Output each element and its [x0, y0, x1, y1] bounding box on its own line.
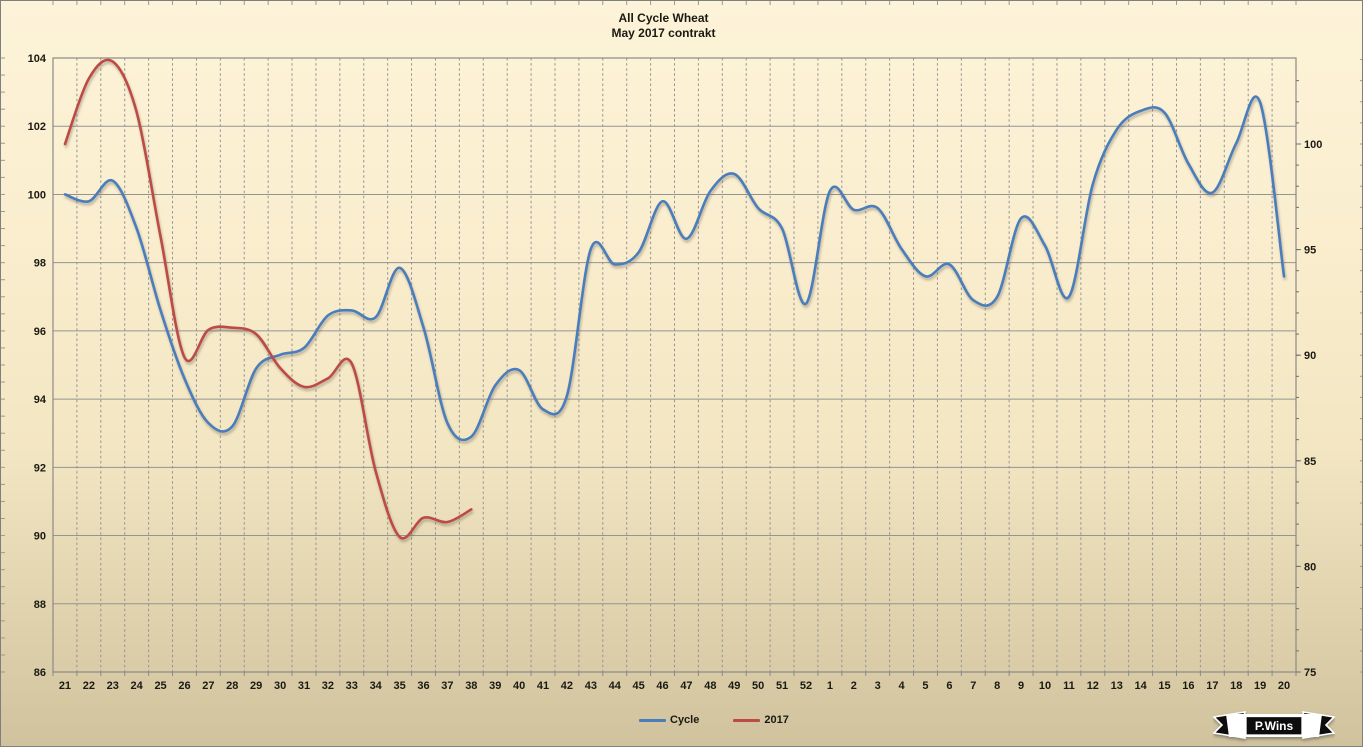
x-axis-label: 52	[800, 680, 812, 692]
x-axis-label: 34	[370, 680, 383, 692]
right-axis-label: 85	[1304, 456, 1316, 468]
x-axis-label: 13	[1111, 680, 1123, 692]
legend-label-2017: 2017	[764, 714, 789, 726]
line-2017-swatch	[733, 718, 761, 722]
left-axis-label: 96	[34, 326, 46, 338]
pwins-text: P.Wins	[1255, 719, 1294, 733]
x-axis-label: 11	[1063, 680, 1075, 692]
chart-title-line2: May 2017 contrakt	[611, 26, 716, 40]
left-axis-label: 98	[34, 258, 46, 270]
x-axis-label: 45	[633, 680, 645, 692]
x-axis-label: 38	[465, 680, 477, 692]
ribbon-plate	[1245, 715, 1303, 736]
left-axis-label: 86	[34, 667, 46, 679]
x-axis-label: 18	[1230, 680, 1242, 692]
x-axis-label: 26	[178, 680, 190, 692]
left-axis-label: 88	[34, 599, 46, 611]
x-axis-label: 23	[107, 680, 119, 692]
x-axis-label: 32	[322, 680, 334, 692]
left-axis-label: 92	[34, 462, 46, 474]
x-axis-label: 6	[946, 680, 952, 692]
x-axis-label: 31	[298, 680, 310, 692]
series-lines	[63, 58, 1286, 540]
right-axis-label: 80	[1304, 561, 1316, 573]
cycle-line-swatch	[639, 718, 666, 722]
x-axis-label: 12	[1087, 680, 1099, 692]
chart-title-line1: All Cycle Wheat	[618, 11, 709, 25]
x-axis-label: 25	[154, 680, 166, 692]
x-axis-label: 48	[704, 680, 716, 692]
x-axis-label: 44	[609, 680, 622, 692]
legend-item-cycle: Cycle	[639, 714, 699, 726]
x-axis-label: 17	[1206, 680, 1218, 692]
left-axis-label: 94	[34, 394, 47, 406]
x-axis-label: 33	[346, 680, 358, 692]
chart-title: All Cycle Wheat May 2017 contrakt	[1, 11, 1326, 41]
x-axis-label: 8	[994, 680, 1000, 692]
x-axis-label: 51	[776, 680, 788, 692]
x-axis-label: 24	[131, 680, 144, 692]
x-axis-label: 1	[827, 680, 833, 692]
right-axis-label: 75	[1304, 667, 1316, 679]
x-axis-label: 14	[1135, 680, 1148, 692]
left-axis-label: 104	[28, 53, 47, 65]
left-axis-label: 100	[28, 189, 46, 201]
x-axis-label: 42	[561, 680, 573, 692]
x-axis-label: 39	[489, 680, 501, 692]
x-axis-label: 35	[393, 680, 405, 692]
legend-item-2017: 2017	[733, 714, 789, 726]
x-axis-label: 20	[1278, 680, 1290, 692]
x-axis-label: 28	[226, 680, 238, 692]
x-axis-label: 9	[1018, 680, 1024, 692]
frame-ticks	[1, 1, 1362, 673]
axis-ticks	[52, 80, 1301, 676]
x-axis-label: 40	[513, 680, 525, 692]
x-axis-label: 41	[537, 680, 549, 692]
legend-label-cycle: Cycle	[670, 714, 700, 726]
line-2017	[63, 58, 473, 540]
x-axis-label: 19	[1254, 680, 1266, 692]
right-axis-label: 100	[1304, 139, 1322, 151]
x-axis-label: 36	[417, 680, 429, 692]
x-axis-label: 3	[875, 680, 881, 692]
x-axis-label: 22	[83, 680, 95, 692]
x-axis-label: 27	[202, 680, 214, 692]
vertical-gridlines	[76, 58, 1273, 672]
x-axis-label: 16	[1182, 680, 1194, 692]
x-axis-label: 49	[728, 680, 740, 692]
x-axis-label: 15	[1158, 680, 1170, 692]
x-axis-label: 10	[1039, 680, 1051, 692]
x-axis-label: 47	[680, 680, 692, 692]
right-axis-label: 95	[1304, 245, 1316, 257]
x-axis-label: 46	[656, 680, 668, 692]
x-axis-label: 50	[752, 680, 764, 692]
left-axis-label: 102	[28, 121, 46, 133]
x-axis-label: 4	[899, 680, 906, 692]
x-axis-label: 7	[970, 680, 976, 692]
x-axis-label: 30	[274, 680, 286, 692]
x-axis-label: 21	[59, 680, 71, 692]
x-axis-label: 43	[585, 680, 597, 692]
legend: Cycle 2017	[639, 712, 789, 728]
left-axis-label: 90	[34, 531, 46, 543]
x-axis-label: 37	[441, 680, 453, 692]
x-axis-label: 2	[851, 680, 857, 692]
pwins-logo: P.Wins	[1213, 711, 1335, 739]
x-axis-label: 29	[250, 680, 262, 692]
right-axis-label: 90	[1304, 350, 1316, 362]
x-axis-label: 5	[922, 680, 928, 692]
